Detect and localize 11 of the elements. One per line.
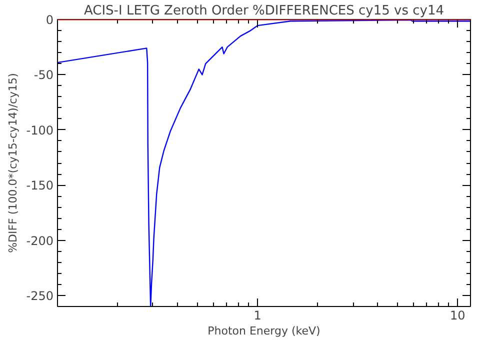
- y-tick-label: -50: [34, 68, 54, 82]
- x-tick-label: 1: [254, 308, 262, 322]
- y-tick-label: 0: [46, 13, 54, 27]
- x-tick-label: 10: [450, 308, 466, 322]
- y-tick-label: -200: [26, 234, 54, 248]
- y-tick-label: -250: [26, 288, 54, 303]
- x-axis-title: Photon Energy (keV): [208, 324, 320, 338]
- chart-title: ACIS-I LETG Zeroth Order %DIFFERENCES cy15 vs cy14: [84, 4, 444, 18]
- y-tick-label: -150: [26, 178, 54, 193]
- y-tick-label: -100: [26, 123, 54, 138]
- y-axis-title: %DIFF (100.0*(cy15-cy14)/cy15): [6, 73, 20, 253]
